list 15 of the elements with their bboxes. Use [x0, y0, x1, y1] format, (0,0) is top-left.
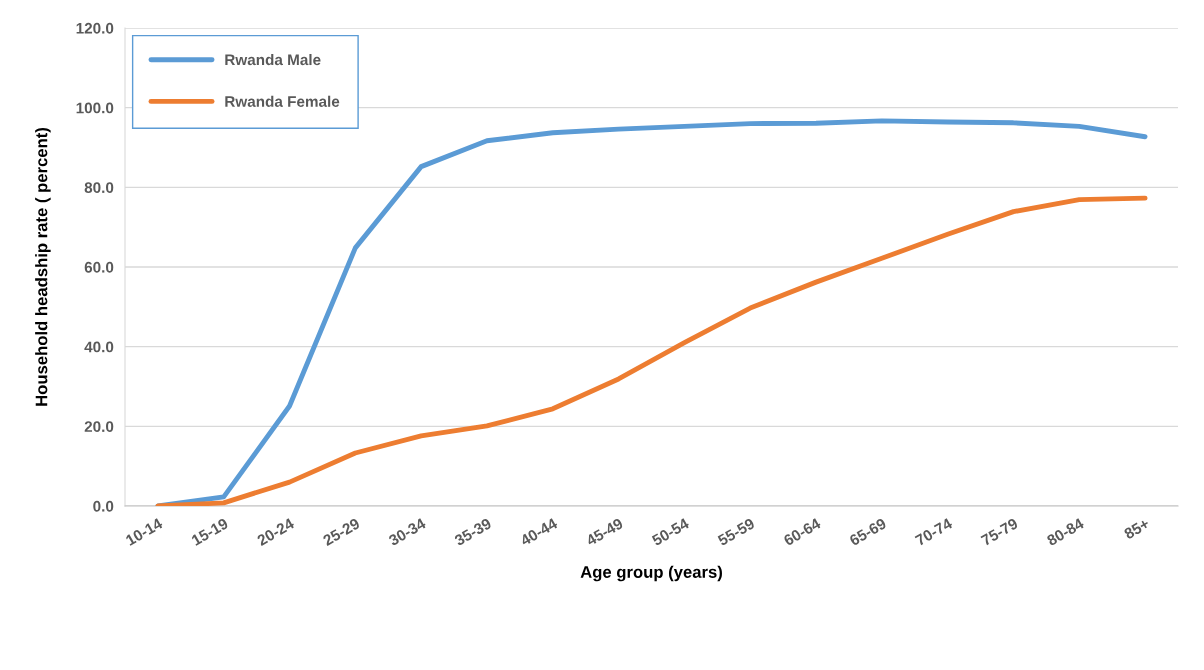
x-axis-title: Age group (years)	[580, 565, 722, 582]
y-tick-label: 40.0	[84, 341, 114, 353]
line-series	[155, 195, 1148, 506]
y-tick-label: 0.0	[93, 500, 114, 512]
y-tick-label: 60.0	[84, 261, 114, 273]
y-axis-title: Household headship rate ( percent)	[35, 127, 51, 406]
legend-label: Rwanda Female	[225, 95, 340, 107]
legend-label: Rwanda Male	[225, 53, 321, 66]
y-tick-label: 120.0	[76, 22, 114, 34]
y-tick-label: 100.0	[76, 102, 114, 114]
y-tick-label: 80.0	[84, 182, 114, 194]
line-series	[155, 118, 1148, 506]
x-tick-label: 85+	[1123, 517, 1151, 540]
y-tick-label: 20.0	[84, 421, 114, 433]
x-tick-label: 45-49	[585, 517, 624, 547]
